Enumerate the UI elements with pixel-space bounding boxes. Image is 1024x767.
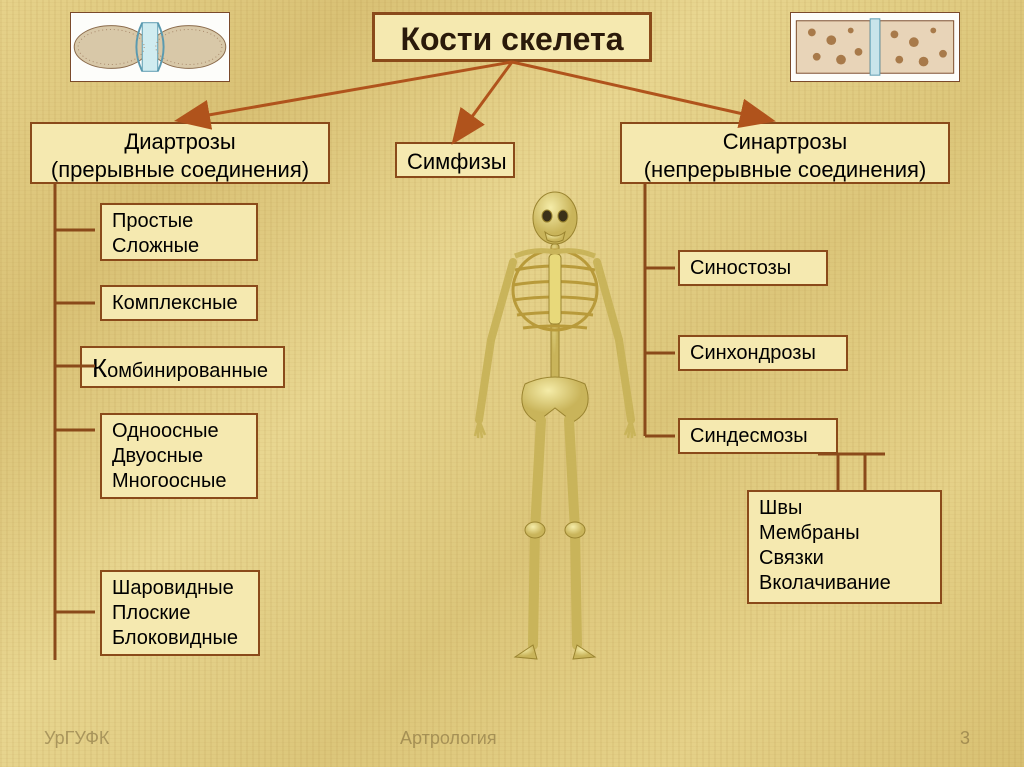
bone-cross-section-image xyxy=(790,12,960,82)
left-item-4: ШаровидныеПлоскиеБлоковидные xyxy=(100,570,260,656)
category-right-line1: Синартрозы xyxy=(632,128,938,156)
category-left-line2: (прерывные соединения) xyxy=(42,156,318,184)
skeleton-illustration xyxy=(455,190,655,680)
left-item-0: ПростыеСложные xyxy=(100,203,258,261)
syndesmosis-sub-box: ШвыМембраныСвязкиВколачивание xyxy=(747,490,942,604)
page-title: Кости скелета xyxy=(372,12,652,62)
left-item-3: ОдноосныеДвуосныеМногоосные xyxy=(100,413,258,499)
title-text: Кости скелета xyxy=(400,21,623,57)
right-item-0: Синостозы xyxy=(678,250,828,286)
category-right-line2: (непрерывные соединения) xyxy=(632,156,938,184)
right-item-2: Синдесмозы xyxy=(678,418,838,454)
category-sinartrozy: Синартрозы (непрерывные соединения) xyxy=(620,122,950,184)
joint-cross-section-image xyxy=(70,12,230,82)
left-item-1: Комплексные xyxy=(100,285,258,321)
footer-center: Артрология xyxy=(400,728,497,749)
left-item-2: Комбинированные xyxy=(80,346,285,388)
category-diartrozy: Диартрозы (прерывные соединения) xyxy=(30,122,330,184)
footer-page-number: 3 xyxy=(960,728,970,749)
category-simfizy: Симфизы xyxy=(395,142,515,178)
footer-left: УрГУФК xyxy=(44,728,109,749)
category-center-text: Симфизы xyxy=(407,149,507,174)
category-left-line1: Диартрозы xyxy=(42,128,318,156)
right-item-1: Синхондрозы xyxy=(678,335,848,371)
